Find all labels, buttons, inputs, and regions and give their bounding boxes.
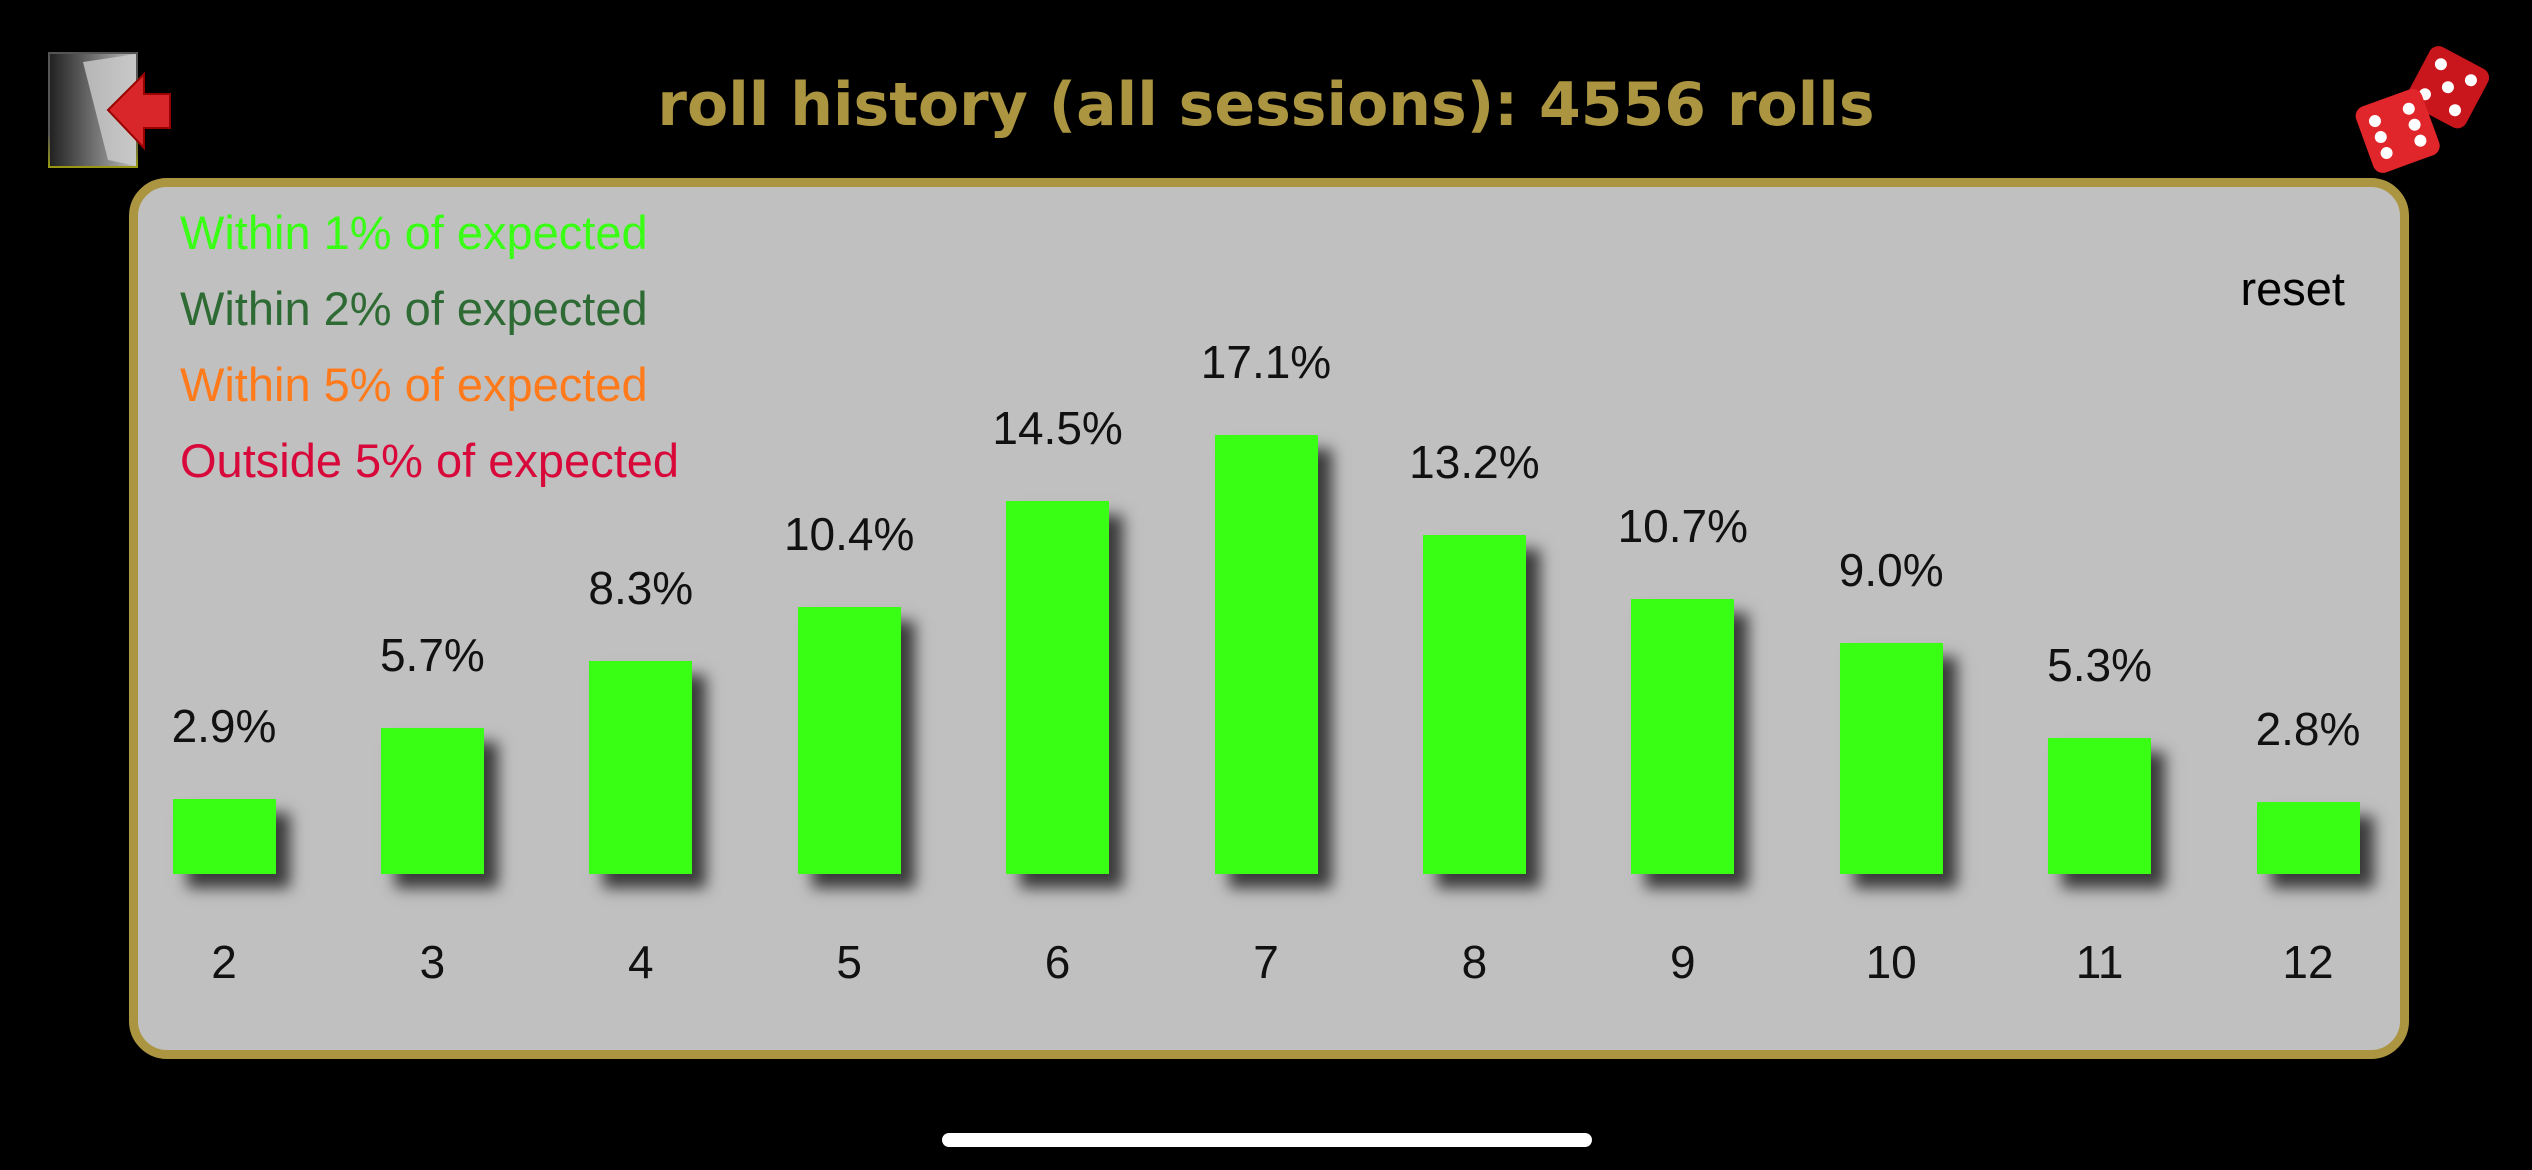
bar-value-label: 13.2%	[1409, 435, 1540, 488]
x-axis-label: 9	[1670, 936, 1696, 988]
bar-12	[2256, 802, 2360, 874]
bar-10	[1839, 642, 1943, 874]
reset-button[interactable]: reset	[2240, 262, 2346, 315]
bar-value-label: 10.4%	[783, 507, 915, 560]
bar-5	[797, 606, 901, 874]
bar-value-label: 2.8%	[2255, 703, 2361, 756]
x-axis-label: 4	[628, 936, 654, 988]
x-axis-label: 2	[211, 936, 237, 988]
bar-8	[1422, 534, 1526, 874]
bar-value-label: 14.5%	[992, 402, 1123, 455]
x-axis-label: 7	[1253, 936, 1279, 988]
bar-11	[2048, 737, 2152, 874]
bar-value-label: 10.7%	[1617, 500, 1749, 552]
roll-history-panel: Within 1% of expected Within 2% of expec…	[129, 178, 2409, 1059]
x-axis-label: 8	[1461, 936, 1488, 988]
exit-door-arrow-icon[interactable]	[48, 52, 172, 168]
home-indicator[interactable]	[942, 1133, 1592, 1147]
bar-value-label: 8.3%	[588, 561, 694, 614]
bar-4	[589, 660, 693, 874]
bar-value-label: 17.1%	[1200, 335, 1332, 388]
x-axis-label: 3	[419, 936, 446, 988]
bar-value-label: 9.0%	[1838, 543, 1944, 596]
bar-6	[1006, 501, 1110, 874]
bar-3	[380, 727, 484, 874]
bar-value-label: 2.9%	[171, 700, 277, 753]
x-axis-label: 6	[1044, 936, 1071, 988]
bar-2	[172, 799, 276, 874]
x-axis-label: 10	[1865, 936, 1917, 988]
bar-value-label: 5.7%	[379, 628, 485, 681]
x-axis-label: 11	[2075, 936, 2124, 988]
legend-within-2: Within 2% of expected	[180, 282, 648, 335]
red-dice-icon	[2355, 46, 2490, 173]
bar-7	[1214, 434, 1318, 874]
bar-9	[1631, 599, 1735, 874]
page-title: roll history (all sessions): 4556 rolls	[657, 70, 1875, 140]
legend-outside-5: Outside 5% of expected	[180, 434, 680, 487]
x-axis-label: 5	[836, 936, 862, 988]
x-axis-label: 12	[2282, 936, 2334, 988]
legend-within-1: Within 1% of expected	[180, 206, 648, 259]
bar-value-label: 5.3%	[2047, 638, 2153, 691]
legend-within-5: Within 5% of expected	[180, 358, 648, 411]
